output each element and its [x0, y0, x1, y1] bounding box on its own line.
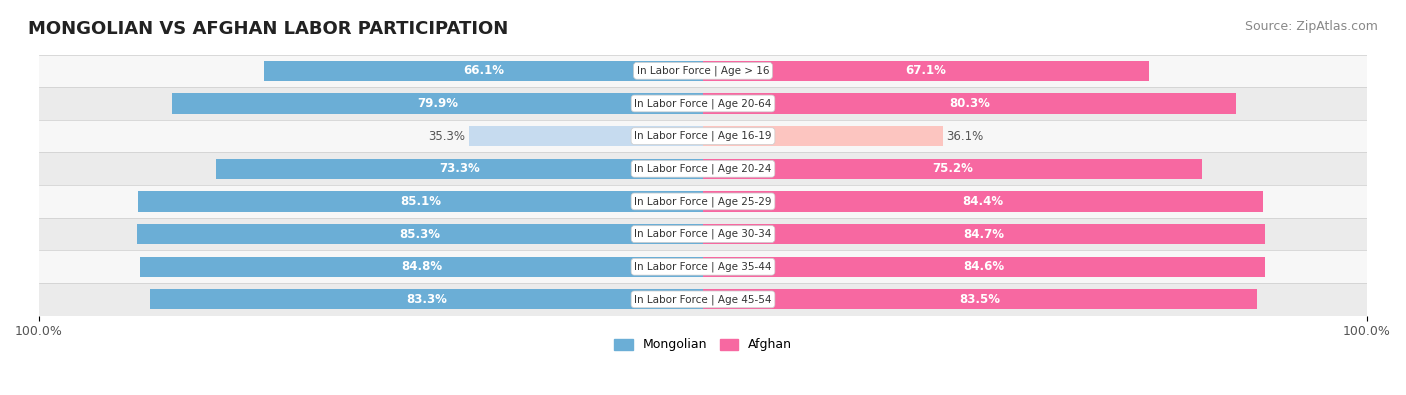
Text: 84.7%: 84.7% [963, 228, 1005, 241]
Bar [703, 159, 1202, 179]
Text: 66.1%: 66.1% [463, 64, 503, 77]
Text: In Labor Force | Age 20-24: In Labor Force | Age 20-24 [634, 164, 772, 174]
Bar [39, 185, 1367, 218]
Text: 73.3%: 73.3% [439, 162, 479, 175]
Text: MONGOLIAN VS AFGHAN LABOR PARTICIPATION: MONGOLIAN VS AFGHAN LABOR PARTICIPATION [28, 20, 509, 38]
Bar [703, 61, 1149, 81]
Bar [39, 55, 1367, 87]
Text: In Labor Force | Age 16-19: In Labor Force | Age 16-19 [634, 131, 772, 141]
Bar [264, 61, 703, 81]
Legend: Mongolian, Afghan: Mongolian, Afghan [609, 333, 797, 356]
Bar [138, 191, 703, 212]
Bar [703, 191, 1264, 212]
Bar [703, 126, 943, 146]
Bar [39, 87, 1367, 120]
Bar [703, 289, 1257, 310]
Bar [139, 257, 703, 277]
Bar [39, 120, 1367, 152]
Bar [468, 126, 703, 146]
Text: 84.8%: 84.8% [401, 260, 441, 273]
Bar [703, 224, 1265, 244]
Text: 75.2%: 75.2% [932, 162, 973, 175]
Text: In Labor Force | Age 35-44: In Labor Force | Age 35-44 [634, 261, 772, 272]
Text: 79.9%: 79.9% [418, 97, 458, 110]
Bar [150, 289, 703, 310]
Bar [39, 218, 1367, 250]
Bar [703, 257, 1265, 277]
Bar [217, 159, 703, 179]
Text: 36.1%: 36.1% [946, 130, 983, 143]
Bar [39, 283, 1367, 316]
Text: 67.1%: 67.1% [905, 64, 946, 77]
Text: 84.4%: 84.4% [963, 195, 1004, 208]
Text: 35.3%: 35.3% [429, 130, 465, 143]
Text: Source: ZipAtlas.com: Source: ZipAtlas.com [1244, 20, 1378, 33]
Bar [39, 152, 1367, 185]
Text: In Labor Force | Age 30-34: In Labor Force | Age 30-34 [634, 229, 772, 239]
Bar [39, 250, 1367, 283]
Text: In Labor Force | Age 25-29: In Labor Force | Age 25-29 [634, 196, 772, 207]
Text: 80.3%: 80.3% [949, 97, 990, 110]
Text: 83.5%: 83.5% [960, 293, 1001, 306]
Text: In Labor Force | Age > 16: In Labor Force | Age > 16 [637, 66, 769, 76]
Text: 85.3%: 85.3% [399, 228, 440, 241]
Bar [703, 93, 1236, 114]
Text: 85.1%: 85.1% [399, 195, 441, 208]
Text: 84.6%: 84.6% [963, 260, 1004, 273]
Text: 83.3%: 83.3% [406, 293, 447, 306]
Text: In Labor Force | Age 45-54: In Labor Force | Age 45-54 [634, 294, 772, 305]
Bar [136, 224, 703, 244]
Text: In Labor Force | Age 20-64: In Labor Force | Age 20-64 [634, 98, 772, 109]
Bar [173, 93, 703, 114]
